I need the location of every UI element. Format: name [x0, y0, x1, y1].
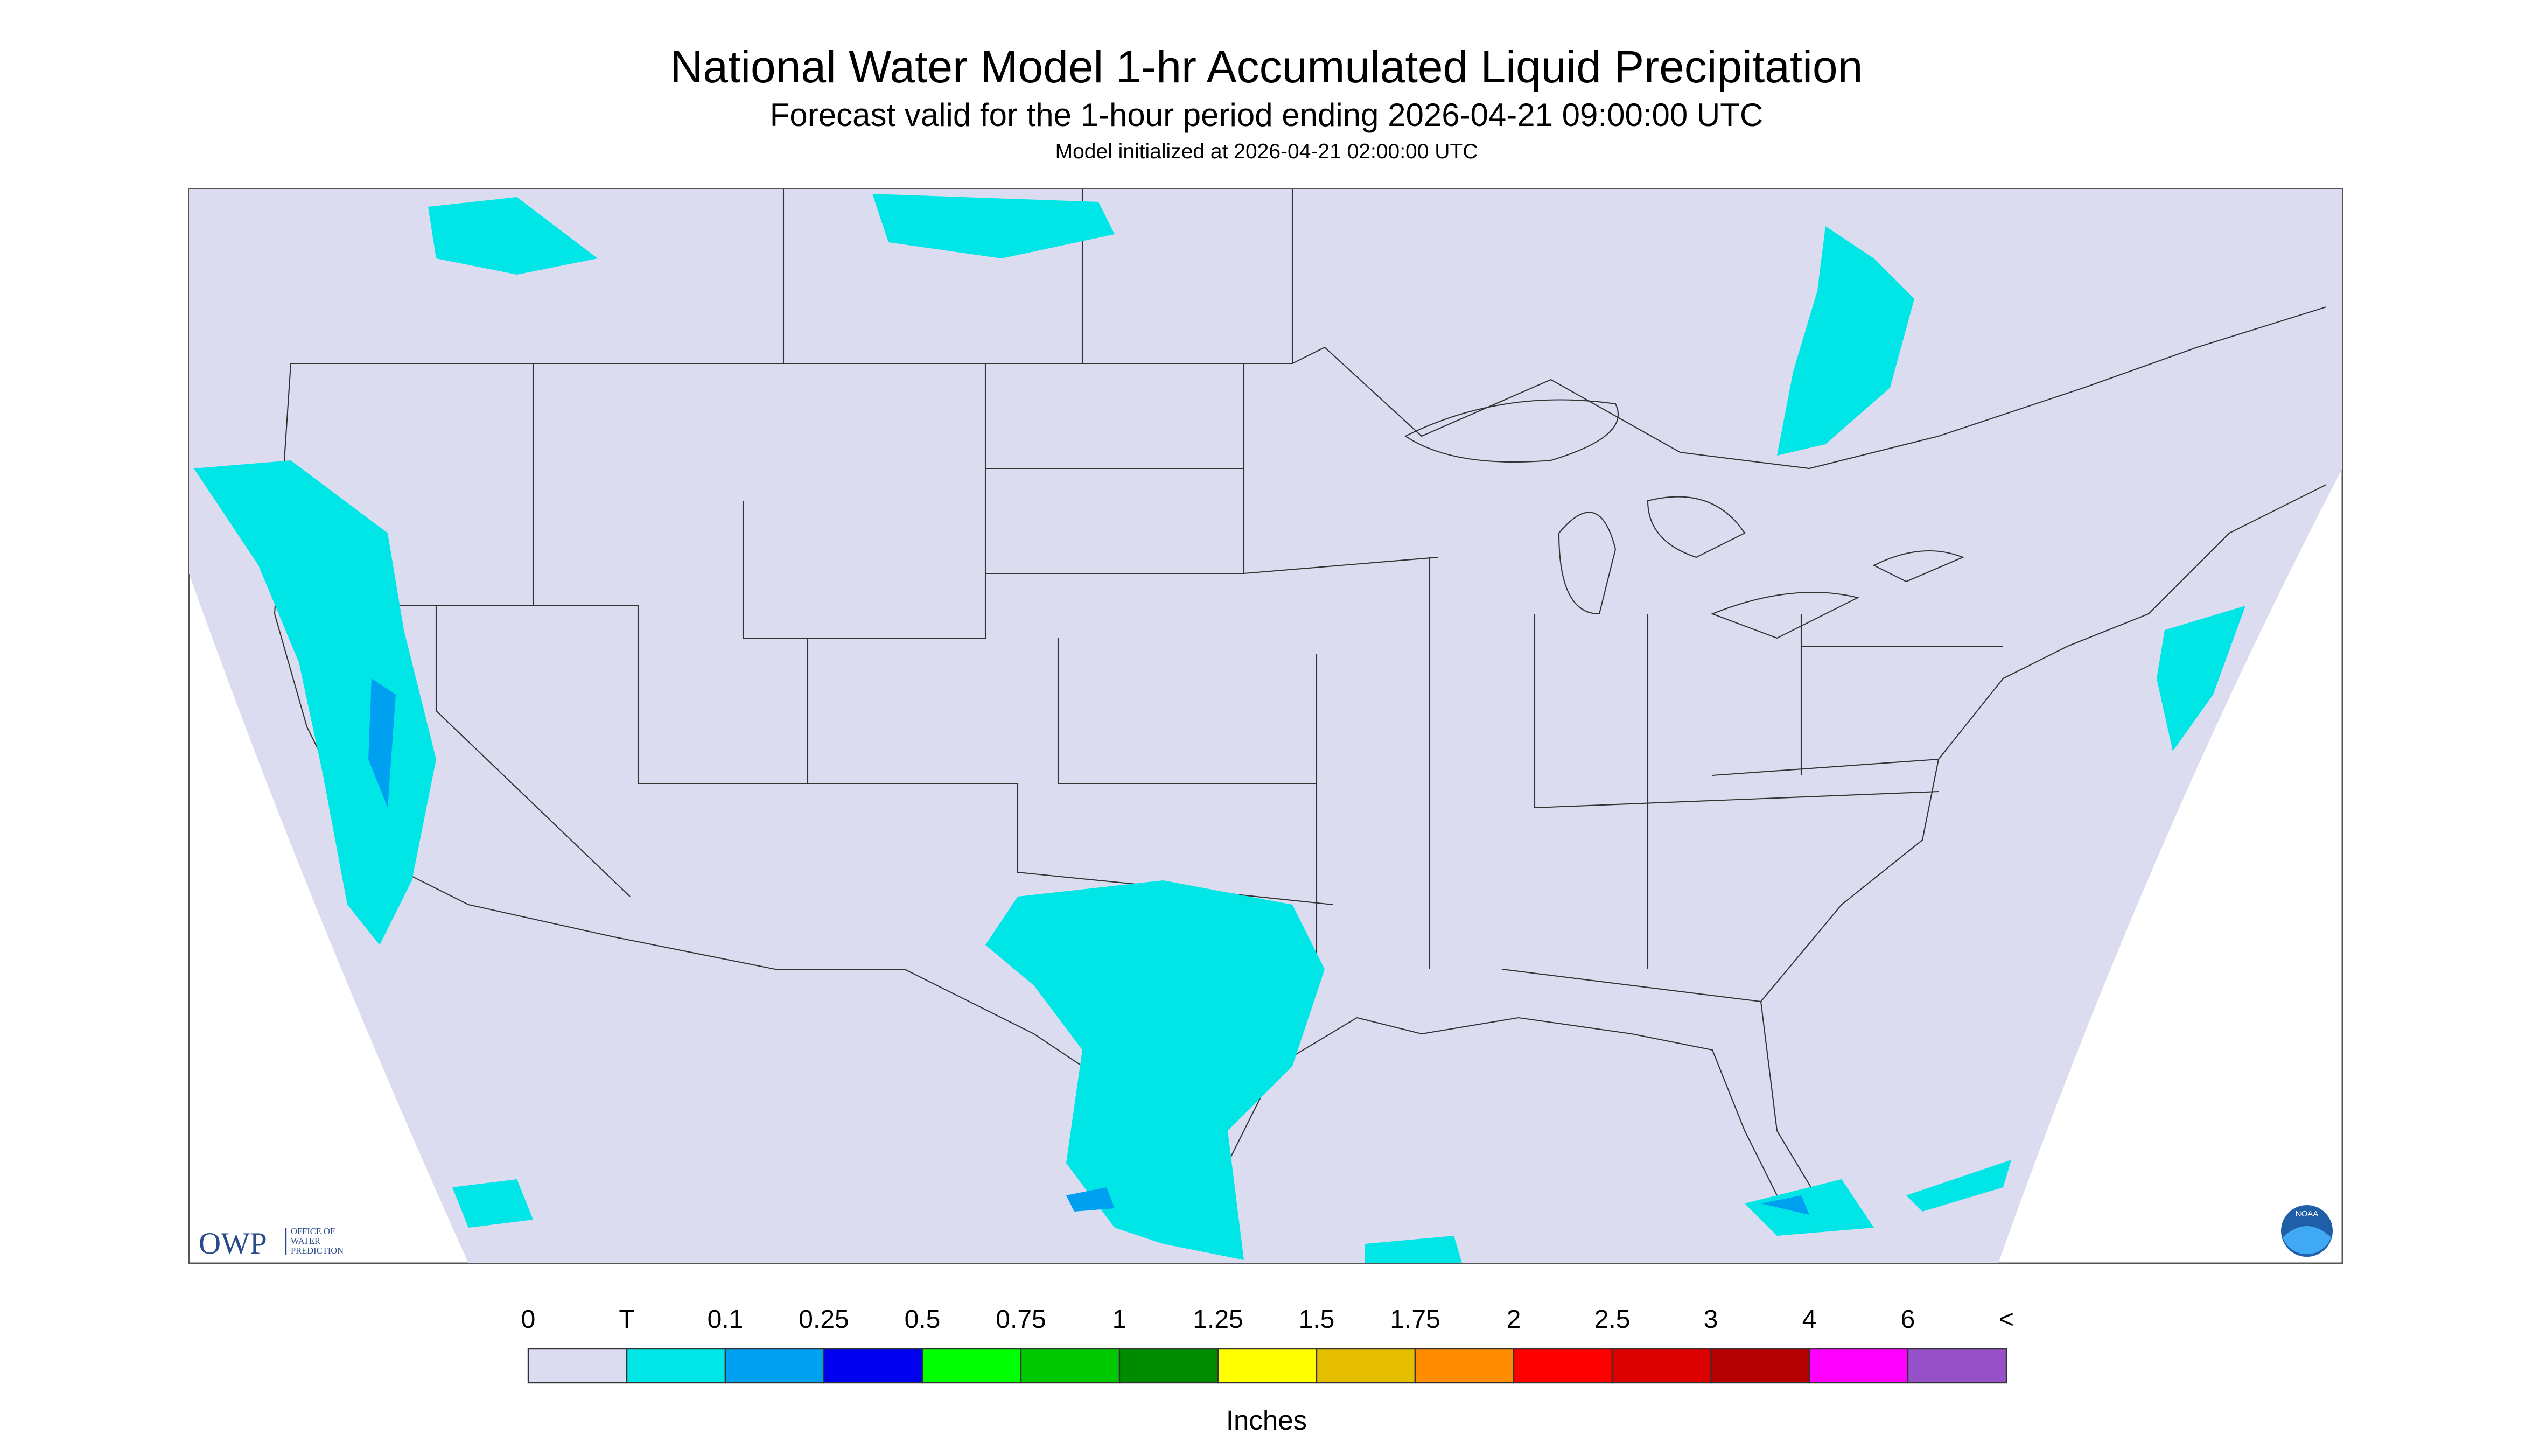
legend-label: 2: [1507, 1305, 1521, 1334]
legend-label: 3: [1704, 1305, 1718, 1334]
legend-swatch: [1414, 1348, 1515, 1384]
legend-label: 1.5: [1299, 1305, 1335, 1334]
legend-label: 1.75: [1390, 1305, 1440, 1334]
legend-label: 1.25: [1193, 1305, 1243, 1334]
subtitle: Forecast valid for the 1-hour period end…: [770, 97, 1763, 133]
precip-atlantic: [2157, 606, 2245, 752]
precip-quebec: [1777, 226, 1914, 456]
map: OWP OFFICE OF WATER PREDICTION NOAA: [188, 188, 2343, 1264]
legend-swatch: [1316, 1348, 1416, 1384]
model-domain: [189, 189, 2342, 1264]
legend-label: 1: [1112, 1305, 1127, 1334]
legend-swatch: [1611, 1348, 1712, 1384]
logo-line: PREDICTION: [291, 1245, 344, 1256]
legend-swatch: [1907, 1348, 2007, 1384]
legend-unit: Inches: [1226, 1405, 1307, 1436]
precip-texas: [985, 880, 1325, 1261]
legend-swatch: [1513, 1348, 1613, 1384]
legend-label: 0.1: [708, 1305, 744, 1334]
owp-logo: OWP OFFICE OF WATER PREDICTION: [199, 1226, 344, 1261]
noaa-logo: NOAA: [2281, 1205, 2333, 1257]
legend-swatch: [1710, 1348, 1810, 1384]
legend-label: 0: [521, 1305, 536, 1334]
legend-swatch: [724, 1348, 825, 1384]
legend-label: 0.5: [905, 1305, 941, 1334]
legend-label: T: [619, 1305, 634, 1334]
legend-swatch: [921, 1348, 1022, 1384]
legend-label: <: [1999, 1305, 2014, 1334]
legend-swatch: [626, 1348, 726, 1384]
legend-swatch: [1020, 1348, 1121, 1384]
precip-west: [194, 460, 436, 946]
legend-label: 0.25: [799, 1305, 849, 1334]
legend-swatch: [1808, 1348, 1909, 1384]
legend-swatch: [1118, 1348, 1219, 1384]
legend-swatch: [1217, 1348, 1318, 1384]
great-lakes: [1404, 399, 1964, 639]
legend-label: 6: [1901, 1305, 1915, 1334]
legend-label: 2.5: [1594, 1305, 1631, 1334]
precipitation: [194, 194, 2245, 1264]
logo-line: WATER: [291, 1236, 320, 1246]
state-lines: [291, 189, 2003, 1003]
logo-line: OFFICE OF: [291, 1226, 335, 1236]
legend-label: 4: [1802, 1305, 1817, 1334]
legend-swatch: [823, 1348, 923, 1384]
legend-label: 0.75: [996, 1305, 1046, 1334]
logo-abbr: OWP: [199, 1227, 267, 1261]
legend-swatch: [527, 1348, 628, 1384]
title: National Water Model 1-hr Accumulated Li…: [670, 41, 1863, 92]
legend: 0 T 0.1 0.25 0.5 0.75 1 1.25 1.5 1.75 2 2.5 3 4 6 <: [521, 1305, 2014, 1384]
noaa-text: NOAA: [2296, 1209, 2319, 1219]
init-note: Model initialized at 2026-04-21 02:00:00…: [1055, 140, 1478, 163]
